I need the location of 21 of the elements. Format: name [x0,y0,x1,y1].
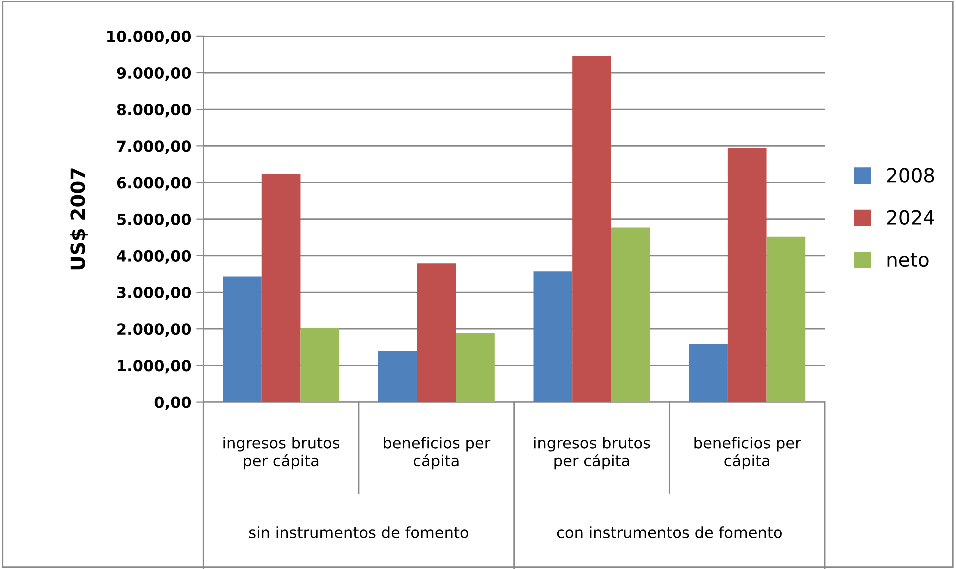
y-tick-label: 9.000,00 [117,67,192,81]
y-tick-label: 4.000,00 [117,250,192,264]
y-tick-label: 1.000,00 [118,360,192,374]
y-tick-label: 3.000,00 [117,286,192,300]
y-tick-label: 5.000,00 [118,214,192,228]
x-tick-label: beneficios per cápita [384,437,491,470]
y-tick-label: 0,00 [154,396,192,410]
y-tick-label: 7.000,00 [117,140,192,154]
y-tick-label: 2.000,00 [118,324,192,338]
y-tick-label: 8.000,00 [117,104,192,118]
legend-label: neto [888,253,929,268]
legend-label: 2008 [887,168,934,183]
x-tick-label: ingresos brutos per cápita [224,437,340,470]
x-tick-label: beneficios per cápita [694,437,802,470]
y-tick-label: 6.000,00 [117,177,192,191]
y-tick-label: 10.000,00 [108,30,192,44]
text: sin instrumentos de fomento [249,526,468,538]
y-axis-title: US$ 2007 [70,168,88,270]
x-tick-label: ingresos brutos per cápita [534,437,650,470]
legend-label: 2024 [887,210,934,225]
text: con instrumentos de fomento [557,526,782,538]
